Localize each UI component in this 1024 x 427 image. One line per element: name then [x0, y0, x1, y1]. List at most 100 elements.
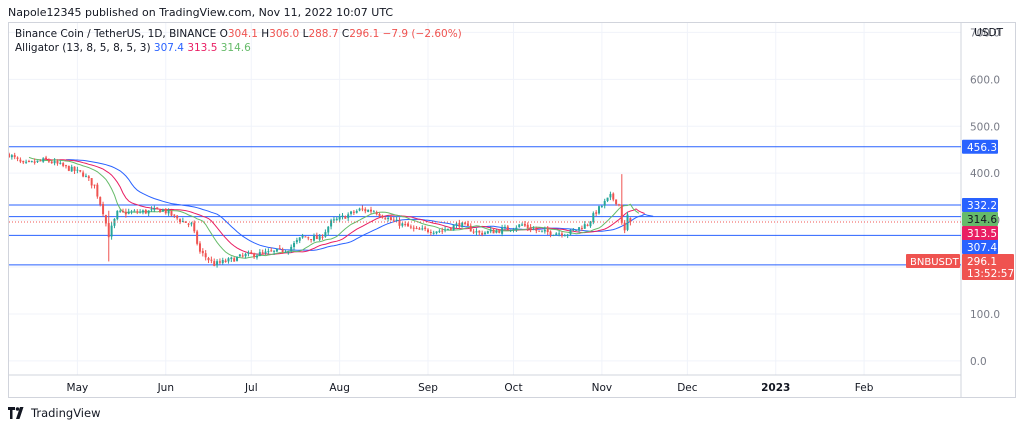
- indicator-tag-bg: [962, 226, 998, 241]
- candle-body: [361, 208, 364, 210]
- alligator-legend[interactable]: Alligator (13, 8, 5, 8, 5, 3) 307.4 313.…: [15, 42, 251, 55]
- publish-line: Napole12345 published on TradingView.com…: [8, 6, 394, 19]
- candle-body: [449, 228, 452, 230]
- candle-body: [486, 231, 489, 234]
- symbol-legend: Binance Coin / TetherUS, 1D, BINANCE O30…: [15, 28, 462, 41]
- last-price-tag-bg: [962, 254, 1014, 281]
- candle-body: [73, 166, 76, 171]
- y-tick-label: 700.0: [970, 27, 1000, 39]
- candle-body: [198, 243, 201, 252]
- candle-body: [298, 237, 301, 241]
- candle-body: [301, 235, 304, 238]
- candle-body: [543, 229, 546, 232]
- countdown-timer: 13:52:57: [967, 268, 1014, 280]
- alligator-lips-line: [28, 156, 640, 259]
- candle-body: [384, 218, 387, 220]
- candle-body: [421, 228, 424, 230]
- candle-body: [250, 252, 253, 254]
- candle-body: [70, 166, 73, 172]
- indicator-price-tag: 314.6: [967, 214, 997, 226]
- candle-body: [327, 226, 330, 233]
- x-tick-label: Nov: [592, 382, 613, 394]
- candle-body: [358, 208, 361, 211]
- candle-body: [42, 158, 45, 162]
- candle-body: [532, 229, 535, 231]
- candle-body: [330, 220, 333, 227]
- candle-body: [238, 254, 241, 257]
- candle-body: [133, 210, 136, 212]
- candle-body: [99, 197, 102, 205]
- candle-body: [606, 197, 609, 201]
- candle-body: [315, 235, 318, 240]
- indicator-price-tag: 307.4: [967, 242, 997, 254]
- candle-body: [87, 176, 90, 179]
- candle-body: [273, 250, 276, 252]
- candle-body: [598, 206, 601, 214]
- candle-body: [201, 250, 204, 254]
- footer-branding[interactable]: TradingView: [8, 406, 100, 420]
- candle-body: [164, 208, 167, 214]
- candle-body: [401, 223, 404, 226]
- high-label: H: [261, 28, 270, 40]
- candle-body: [190, 223, 193, 225]
- candle-body: [589, 221, 592, 227]
- candle-body: [535, 229, 538, 231]
- candle-body: [147, 210, 150, 214]
- candle-body: [592, 213, 595, 223]
- candle-body: [216, 261, 219, 266]
- candle-body: [281, 249, 284, 252]
- candle-body: [595, 212, 598, 214]
- candle-body: [53, 160, 56, 164]
- candle-body: [461, 222, 464, 228]
- candle-body: [290, 246, 293, 252]
- price-chart[interactable]: 0.0100.0200.0300.0400.0500.0600.0700.0Ma…: [9, 23, 1015, 397]
- candle-body: [156, 207, 159, 210]
- candle-body: [59, 162, 62, 164]
- candle-body: [22, 160, 25, 163]
- candle-body: [253, 253, 256, 258]
- candle-body: [150, 209, 153, 211]
- candle-body: [144, 209, 147, 214]
- candle-body: [324, 232, 327, 237]
- candle-body: [566, 234, 569, 236]
- candle-body: [332, 219, 335, 221]
- candle-body: [538, 230, 541, 232]
- candle-body: [615, 199, 618, 205]
- candle-body: [378, 213, 381, 217]
- x-tick-label: May: [67, 382, 89, 394]
- candle-body: [10, 155, 13, 158]
- candle-body: [572, 229, 575, 231]
- candle-body: [555, 233, 558, 236]
- candle-body: [509, 229, 512, 231]
- candle-body: [184, 221, 187, 223]
- candle-body: [367, 209, 370, 212]
- candle-body: [247, 252, 250, 254]
- candle-body: [244, 253, 247, 257]
- tradingview-logo-icon: [8, 407, 24, 419]
- candle-body: [623, 222, 626, 231]
- last-price-tag: 296.1: [967, 256, 997, 268]
- chart-pane[interactable]: 0.0100.0200.0300.0400.0500.0600.0700.0Ma…: [8, 22, 1016, 398]
- candle-body: [492, 229, 495, 234]
- candle-body: [233, 258, 236, 262]
- candle-body: [455, 223, 458, 226]
- candle-body: [441, 230, 444, 232]
- candle-body: [176, 215, 179, 219]
- candle-body: [236, 256, 239, 261]
- candle-body: [549, 231, 552, 235]
- candle-body: [33, 161, 36, 163]
- candle-body: [318, 236, 321, 240]
- candle-body: [580, 227, 583, 229]
- candle-body: [503, 226, 506, 228]
- candle-body: [603, 201, 606, 206]
- candle-body: [278, 248, 281, 250]
- symbol-title: Binance Coin / TetherUS, 1D, BINANCE: [15, 28, 217, 40]
- symbol-tag-bg: [906, 254, 960, 269]
- candle-body: [93, 184, 96, 186]
- candle-body: [258, 252, 261, 257]
- candle-body: [90, 178, 93, 186]
- candle-body: [404, 224, 407, 226]
- candle-body: [600, 205, 603, 207]
- candle-body: [452, 225, 455, 231]
- candle-body: [110, 225, 113, 237]
